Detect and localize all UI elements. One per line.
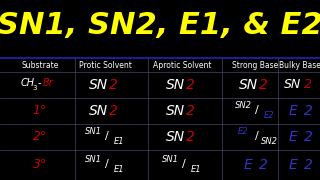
Text: Br: Br xyxy=(43,78,53,88)
Text: E1: E1 xyxy=(114,138,124,147)
Text: 2: 2 xyxy=(108,104,117,118)
Text: SN: SN xyxy=(165,78,185,92)
Text: Bulky Base: Bulky Base xyxy=(279,60,320,69)
Text: 2: 2 xyxy=(108,78,117,92)
Text: E: E xyxy=(289,158,297,172)
Text: SN1: SN1 xyxy=(84,156,101,165)
Text: 2: 2 xyxy=(304,130,312,144)
Text: /: / xyxy=(105,131,109,141)
Text: SN1: SN1 xyxy=(162,156,179,165)
Text: SN: SN xyxy=(165,130,185,144)
Text: 2: 2 xyxy=(259,78,268,92)
Text: 2: 2 xyxy=(186,78,195,92)
Text: SN2: SN2 xyxy=(235,102,252,111)
Text: Substrate: Substrate xyxy=(21,60,59,69)
Text: /: / xyxy=(182,159,186,169)
Text: 2: 2 xyxy=(259,158,268,172)
Text: SN2: SN2 xyxy=(260,138,277,147)
Text: 2: 2 xyxy=(186,130,195,144)
Text: SN: SN xyxy=(88,104,108,118)
Text: /: / xyxy=(255,131,259,141)
Text: E: E xyxy=(244,158,252,172)
Text: SN: SN xyxy=(165,104,185,118)
Text: 2: 2 xyxy=(304,104,312,118)
Text: 3: 3 xyxy=(33,85,37,91)
Text: SN: SN xyxy=(88,78,108,92)
Text: CH: CH xyxy=(21,78,35,88)
Text: SN: SN xyxy=(284,78,302,91)
Text: -: - xyxy=(37,78,41,88)
Text: 2: 2 xyxy=(186,104,195,118)
Text: E1: E1 xyxy=(191,165,201,174)
Text: 1°: 1° xyxy=(33,105,47,118)
Text: 2°: 2° xyxy=(33,130,47,143)
Text: /: / xyxy=(255,105,259,115)
Text: E1: E1 xyxy=(114,165,124,174)
Text: SN1: SN1 xyxy=(84,127,101,136)
Text: 2: 2 xyxy=(304,78,312,91)
Text: E2: E2 xyxy=(264,111,274,120)
Text: E: E xyxy=(289,130,297,144)
Text: E: E xyxy=(289,104,297,118)
Text: /: / xyxy=(105,159,109,169)
Text: 3°: 3° xyxy=(33,159,47,172)
Text: E2: E2 xyxy=(238,127,248,136)
Text: SN1, SN2, E1, & E2: SN1, SN2, E1, & E2 xyxy=(0,10,320,39)
Text: Aprotic Solvent: Aprotic Solvent xyxy=(153,60,211,69)
Text: SN: SN xyxy=(238,78,258,92)
Text: Protic Solvent: Protic Solvent xyxy=(79,60,132,69)
Text: 2: 2 xyxy=(304,158,312,172)
Text: Strong Base: Strong Base xyxy=(232,60,278,69)
